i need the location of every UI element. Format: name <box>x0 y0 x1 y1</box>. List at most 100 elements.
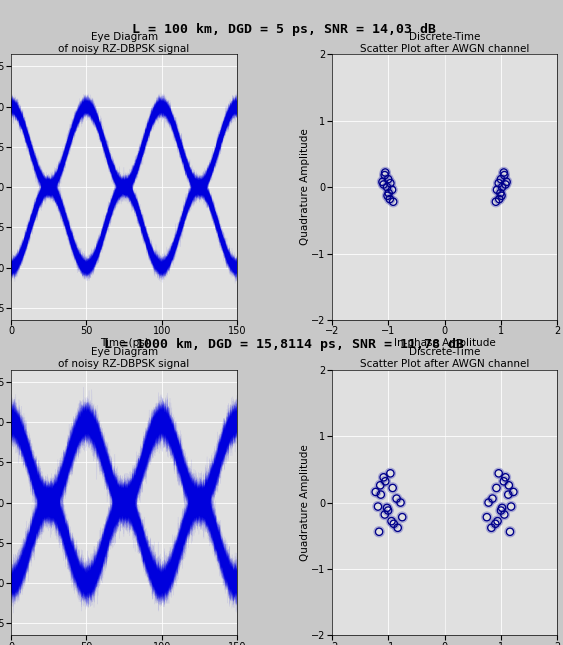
Point <box>494 468 503 479</box>
Point <box>493 184 502 195</box>
Point <box>491 519 500 529</box>
Title: Discrete-Time
Scatter Plot after AWGN channel: Discrete-Time Scatter Plot after AWGN ch… <box>360 348 529 369</box>
Point <box>484 497 493 508</box>
Y-axis label: Quadrature Amplitude: Quadrature Amplitude <box>300 444 310 561</box>
Point <box>497 506 506 516</box>
Point <box>392 493 401 504</box>
Point <box>382 502 391 513</box>
Point <box>499 167 508 177</box>
Point <box>386 468 395 479</box>
X-axis label: Time (ps): Time (ps) <box>100 337 149 348</box>
Point <box>387 184 396 195</box>
Point <box>493 184 502 195</box>
Point <box>393 522 402 533</box>
Point <box>509 487 518 497</box>
Point <box>487 522 496 533</box>
Point <box>382 182 391 192</box>
Point <box>504 490 513 500</box>
Point <box>502 177 511 187</box>
Point <box>387 516 396 526</box>
Title: Discrete-Time
Scatter Plot after AWGN channel: Discrete-Time Scatter Plot after AWGN ch… <box>360 32 529 54</box>
Point <box>388 483 397 493</box>
Point <box>501 179 510 190</box>
Point <box>384 188 393 198</box>
Point <box>499 476 508 486</box>
Point <box>496 188 505 198</box>
Point <box>381 167 390 177</box>
Point <box>389 519 398 529</box>
Point <box>378 177 387 187</box>
Point <box>387 184 396 195</box>
Point <box>482 512 491 522</box>
Point <box>502 177 511 187</box>
Point <box>498 182 507 192</box>
Point <box>496 188 505 198</box>
Text: L = 100 km, DGD = 5 ps, SNR = 14,03 dB: L = 100 km, DGD = 5 ps, SNR = 14,03 dB <box>132 23 436 36</box>
Point <box>385 194 394 204</box>
Point <box>499 476 508 486</box>
Point <box>497 506 506 516</box>
Point <box>509 487 518 497</box>
Point <box>376 480 385 490</box>
Point <box>374 526 383 537</box>
Point <box>374 526 383 537</box>
Point <box>386 468 395 479</box>
Point <box>386 178 395 188</box>
Point <box>381 167 390 177</box>
Point <box>397 512 406 522</box>
Point <box>388 483 397 493</box>
Point <box>376 480 385 490</box>
Y-axis label: Quadrature Amplitude: Quadrature Amplitude <box>300 129 310 246</box>
Point <box>492 483 501 493</box>
Point <box>379 179 388 190</box>
Point <box>387 516 396 526</box>
Point <box>501 179 510 190</box>
Point <box>506 526 515 537</box>
Point <box>487 522 496 533</box>
Point <box>507 501 516 511</box>
Point <box>492 483 501 493</box>
Point <box>385 194 394 204</box>
Point <box>383 190 392 201</box>
Point <box>506 526 515 537</box>
Point <box>383 174 392 184</box>
Point <box>504 480 513 490</box>
Point <box>384 188 393 198</box>
Point <box>386 178 395 188</box>
Point <box>389 519 398 529</box>
Point <box>388 197 397 207</box>
Point <box>482 512 491 522</box>
Point <box>379 472 388 482</box>
Title: Eye Diagram
of noisy RZ-DBPSK signal: Eye Diagram of noisy RZ-DBPSK signal <box>59 348 190 369</box>
Point <box>501 472 510 482</box>
Point <box>498 502 507 513</box>
Point <box>382 182 391 192</box>
Point <box>491 519 500 529</box>
Point <box>501 472 510 482</box>
Point <box>500 510 509 520</box>
Point <box>504 490 513 500</box>
Point <box>378 177 387 187</box>
Point <box>388 197 397 207</box>
Point <box>379 472 388 482</box>
Point <box>396 497 405 508</box>
Point <box>376 490 385 500</box>
Point <box>488 493 497 504</box>
Title: Eye Diagram
of noisy RZ-DBPSK signal: Eye Diagram of noisy RZ-DBPSK signal <box>59 32 190 54</box>
Point <box>497 174 506 184</box>
Point <box>493 516 502 526</box>
Text: L = 1000 km, DGD = 15,8114 ps, SNR = 11,78 dB: L = 1000 km, DGD = 15,8114 ps, SNR = 11,… <box>104 339 464 352</box>
Point <box>380 510 389 520</box>
Point <box>392 493 401 504</box>
Point <box>498 502 507 513</box>
Point <box>380 170 389 181</box>
Point <box>383 506 392 516</box>
Point <box>383 190 392 201</box>
Point <box>500 170 509 181</box>
X-axis label: In-phase Amplitude: In-phase Amplitude <box>394 337 495 348</box>
Point <box>497 190 506 201</box>
Point <box>396 497 405 508</box>
Point <box>500 510 509 520</box>
Point <box>497 190 506 201</box>
Point <box>495 194 504 204</box>
